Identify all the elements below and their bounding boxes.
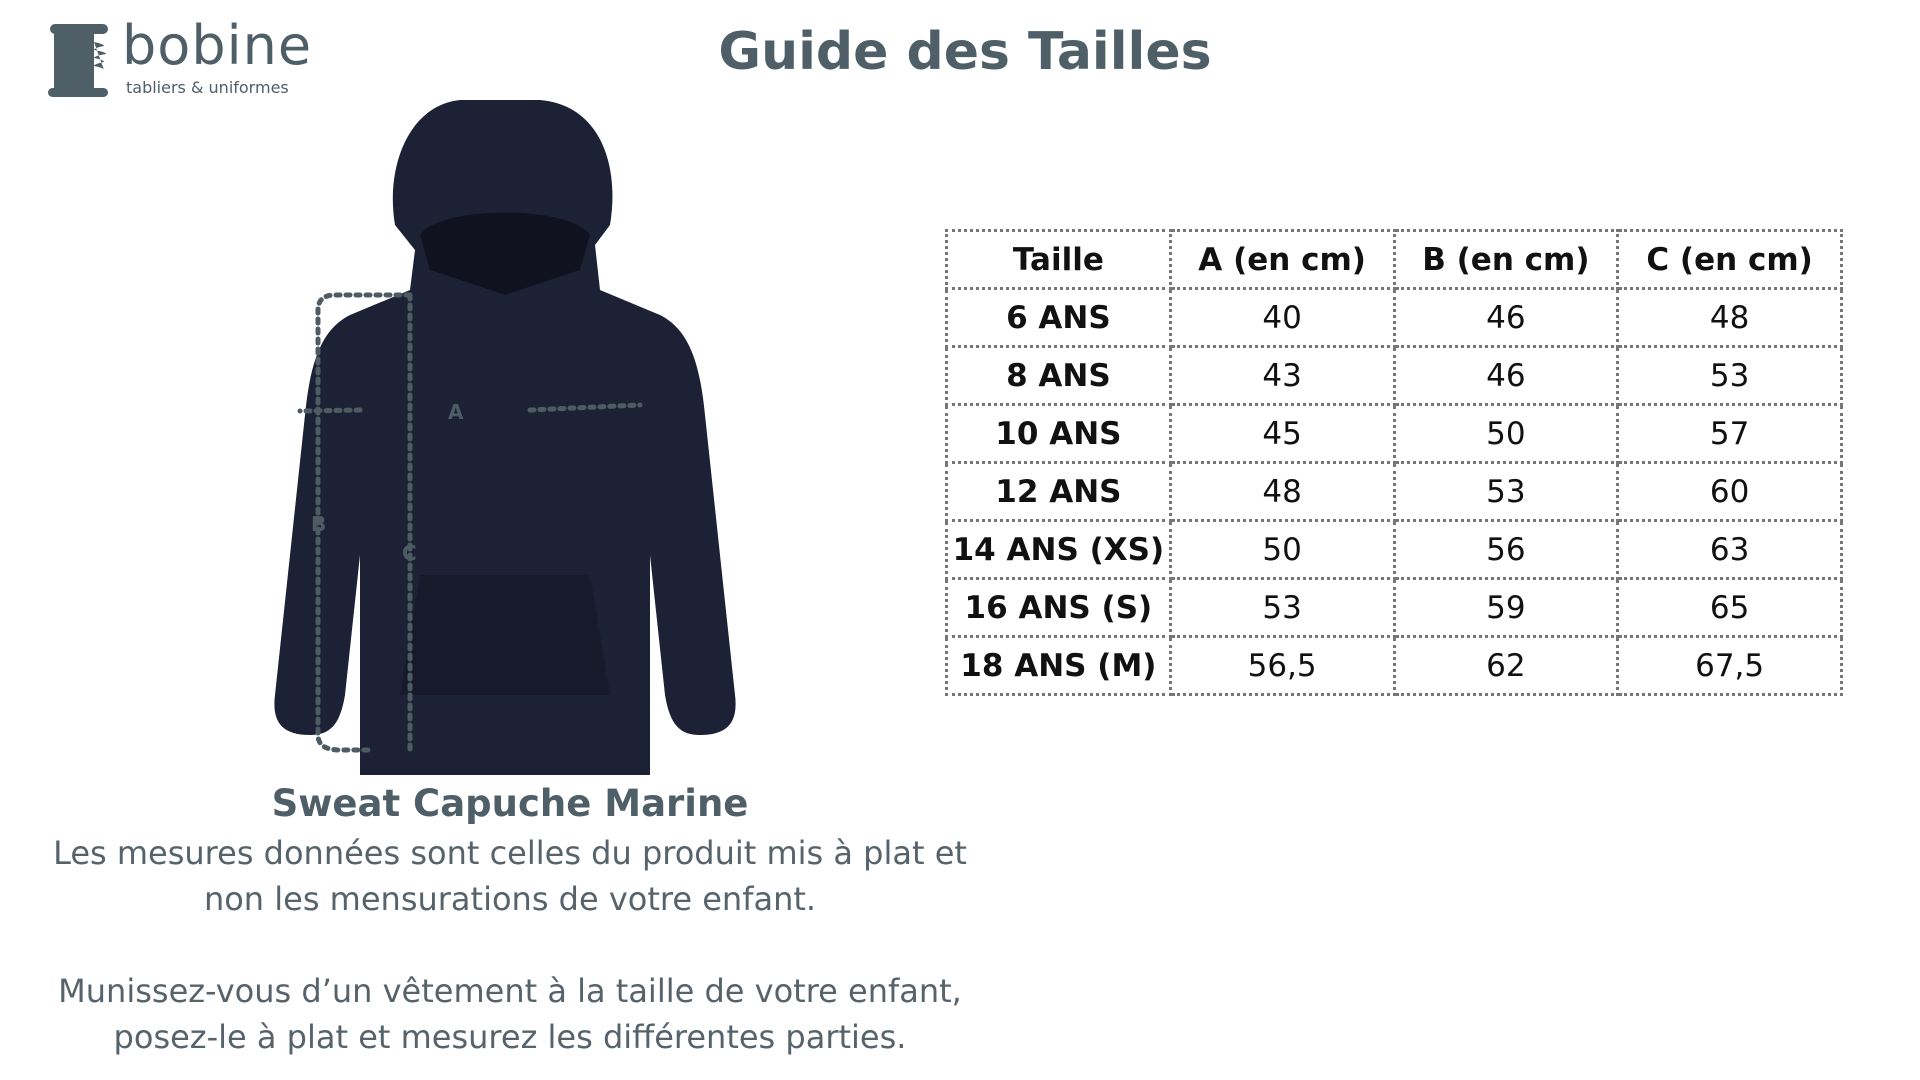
page-title: Guide des Tailles xyxy=(718,22,1212,82)
size-cell: 10 ANS xyxy=(945,403,1172,464)
measure-cell: 53 xyxy=(1616,345,1843,406)
size-cell: 16 ANS (S) xyxy=(945,577,1172,638)
note-line: non les mensurations de votre enfant. xyxy=(203,880,817,918)
label-c: C xyxy=(402,541,417,565)
table-header-row: Taille A (en cm) B (en cm) C (en cm) xyxy=(945,229,1843,290)
size-cell: 8 ANS xyxy=(945,345,1172,406)
measure-cell: 56,5 xyxy=(1168,635,1396,696)
measure-a-left xyxy=(297,407,363,414)
table-row: 10 ANS 45 50 57 xyxy=(945,403,1843,464)
size-cell: 12 ANS xyxy=(945,461,1172,522)
instruction-note: Munissez-vous d’un vêtement à la taille … xyxy=(0,968,1020,1060)
spool-icon xyxy=(48,24,108,97)
table-row: 6 ANS 40 46 48 xyxy=(945,287,1843,348)
measure-cell: 40 xyxy=(1168,287,1396,348)
note-line: Munissez-vous d’un vêtement à la taille … xyxy=(58,972,962,1010)
hoodie-diagram: A B C xyxy=(274,100,736,775)
measure-cell: 50 xyxy=(1168,519,1396,580)
measure-cell: 57 xyxy=(1616,403,1843,464)
measure-cell: 46 xyxy=(1392,345,1620,406)
note-line: Les mesures données sont celles du produ… xyxy=(53,834,967,872)
header-size: Taille xyxy=(945,229,1172,290)
hoodie-image xyxy=(274,100,736,775)
logo-tagline: tabliers & uniformes xyxy=(126,78,289,97)
measure-cell: 53 xyxy=(1168,577,1396,638)
table-row: 16 ANS (S) 53 59 65 xyxy=(945,577,1843,638)
measure-cell: 62 xyxy=(1392,635,1620,696)
measure-cell: 48 xyxy=(1616,287,1843,348)
measure-cell: 59 xyxy=(1392,577,1620,638)
table-row: 12 ANS 48 53 60 xyxy=(945,461,1843,522)
measure-cell: 53 xyxy=(1392,461,1620,522)
product-name: Sweat Capuche Marine xyxy=(271,782,749,825)
measure-cell: 50 xyxy=(1392,403,1620,464)
measure-cell: 67,5 xyxy=(1616,635,1843,696)
table-row: 8 ANS 43 46 53 xyxy=(945,345,1843,406)
measure-b-line xyxy=(315,292,413,753)
measure-cell: 45 xyxy=(1168,403,1396,464)
header-a: A (en cm) xyxy=(1168,229,1396,290)
size-cell: 6 ANS xyxy=(945,287,1172,348)
bobine-logo: bobine tabliers & uniformes xyxy=(46,14,311,104)
measure-cell: 48 xyxy=(1168,461,1396,522)
size-cell: 14 ANS (XS) xyxy=(945,519,1172,580)
logo-name: bobine xyxy=(122,14,313,77)
measure-cell: 63 xyxy=(1616,519,1843,580)
measure-a-right xyxy=(527,402,643,413)
measure-cell: 65 xyxy=(1616,577,1843,638)
table-row: 18 ANS (M) 56,5 62 67,5 xyxy=(945,635,1843,696)
size-table: Taille A (en cm) B (en cm) C (en cm) 6 A… xyxy=(945,229,1843,696)
note-line: posez-le à plat et mesurez les différent… xyxy=(113,1018,907,1056)
label-a: A xyxy=(448,400,464,424)
label-b: B xyxy=(311,512,326,536)
size-cell: 18 ANS (M) xyxy=(945,635,1172,696)
measure-cell: 56 xyxy=(1392,519,1620,580)
measure-cell: 43 xyxy=(1168,345,1396,406)
header-b: B (en cm) xyxy=(1392,229,1620,290)
measurement-note: Les mesures données sont celles du produ… xyxy=(0,830,1020,922)
measure-cell: 46 xyxy=(1392,287,1620,348)
header-c: C (en cm) xyxy=(1616,229,1843,290)
measure-cell: 60 xyxy=(1616,461,1843,522)
table-row: 14 ANS (XS) 50 56 63 xyxy=(945,519,1843,580)
